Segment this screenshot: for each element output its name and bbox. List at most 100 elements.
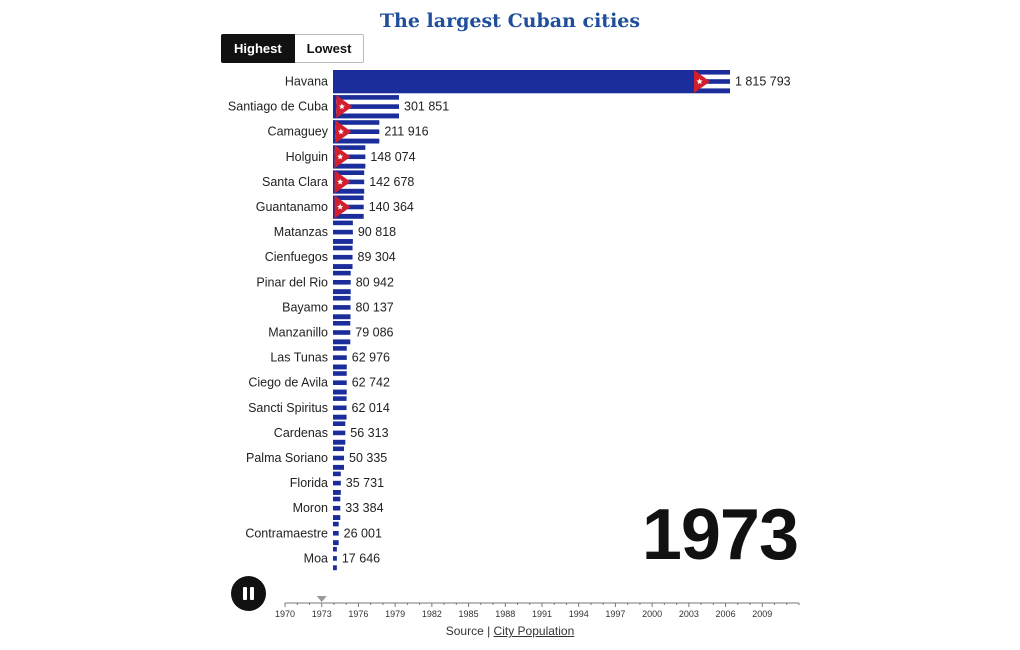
bar-row: Moa 17 646 [304,546,380,571]
bar-stripe [333,280,351,285]
bar-stripe [333,245,353,251]
flag-star [337,153,344,160]
value-label: 79 086 [355,326,393,340]
value-label: 140 364 [369,200,414,214]
bar-stripe [333,385,347,390]
bar-stripe [333,364,347,370]
bar-stripe [333,159,366,164]
value-label: 142 678 [369,175,414,189]
bar-row: Havana 1 815 793 [285,70,791,94]
bar-stripe [333,501,341,507]
bar-body [333,195,335,219]
bar-stripe [333,300,351,306]
pause-icon-bar [250,587,254,600]
bar-stripe [333,99,399,105]
pause-button[interactable] [231,576,266,611]
value-label: 17 646 [342,551,380,565]
timeline-tick-label: 1988 [495,609,515,619]
flag-star [337,203,344,210]
bar-stripe [333,439,346,445]
bar-row: Guantanamo 140 364 [256,195,414,219]
value-label: 26 001 [344,526,382,540]
highest-button[interactable]: Highest [221,34,295,63]
bar-stripe [333,510,341,516]
value-label: 62 976 [352,351,390,365]
source-line: Source | City Population [0,624,1020,638]
pause-icon [243,587,247,600]
bar-row: Santa Clara 142 678 [262,170,414,194]
bar-row: Matanzas 90 818 [274,220,396,244]
category-label: Moron [293,501,328,515]
timeline-tick-label: 1991 [532,609,552,619]
flag-star [337,128,344,135]
category-label: Palma Soriano [246,451,328,465]
value-label: 89 304 [358,250,396,264]
bar-row: Cienfuegos 89 304 [265,245,396,269]
category-label: Cienfuegos [265,250,328,264]
current-year: 1973 [641,495,799,575]
bar-stripe [333,389,347,395]
bar-row: Bayamo 80 137 [282,295,394,320]
timeline-tick-label: 1973 [312,609,332,619]
value-label: 1 815 793 [735,75,791,89]
bar-stripe [333,220,353,226]
timeline-tick-label: 1982 [422,609,442,619]
bar-stripe [333,108,399,114]
category-label: Las Tunas [270,351,328,365]
bar-body [333,170,335,194]
flag-triangle [335,120,352,144]
bar-stripe [333,430,346,436]
bar-stripe [333,120,380,126]
bar-stripe [333,426,346,431]
bar-stripe [333,435,346,441]
bar-stripe [333,170,365,176]
source-link[interactable]: City Population [493,624,575,638]
category-label: Camaguey [268,125,329,139]
bar-stripe [333,526,339,532]
bar-stripe [333,113,399,119]
bar-stripe [333,229,353,235]
timeline-tick-label: 1979 [385,609,405,619]
bar-row: Pinar del Rio 80 942 [256,270,394,295]
bar-stripe [333,371,347,377]
bar-stripe [333,531,339,536]
bar-stripe [333,175,365,180]
timeline-tick-label: 1997 [605,609,625,619]
timeline-tick-label: 1985 [459,609,479,619]
bar-stripe [333,200,364,205]
bar-stripe [333,250,353,256]
timeline-tick-label: 1994 [569,609,589,619]
bar-stripe [333,330,351,336]
bar-stripe [333,259,353,265]
bar-stripe [333,485,341,491]
category-label: Manzanillo [268,326,328,340]
bar-stripe [333,355,347,361]
category-label: Guantanamo [256,200,328,214]
bar-row: Sancti Spiritus 62 014 [248,396,390,420]
bar-stripe [333,421,346,427]
timeline-tick-label: 1970 [275,609,295,619]
chart-title: The largest Cuban cities [379,10,641,32]
category-label: Contramaestre [245,526,328,540]
bar-stripe [333,451,345,456]
bar-stripe [333,515,341,520]
bar-stripe [333,213,364,219]
timeline-handle[interactable] [316,596,327,602]
bar-stripe [333,460,345,466]
bar-stripe [333,138,380,144]
category-label: Bayamo [282,300,328,314]
bar-stripe [333,149,366,155]
bar-stripe [333,556,337,561]
lowest-button[interactable]: Lowest [294,34,365,63]
bar-row: Las Tunas 62 976 [270,346,390,370]
category-label: Ciego de Avila [248,376,328,390]
value-label: 80 137 [356,300,394,314]
bar-stripe [333,309,351,315]
bar-stripe [333,380,347,386]
flag-star [696,78,703,85]
bar-stripe [333,225,353,231]
bar-stripe [333,446,345,452]
value-label: 90 818 [358,225,396,239]
bar-stripe [333,505,341,511]
bar-stripe [333,565,337,571]
